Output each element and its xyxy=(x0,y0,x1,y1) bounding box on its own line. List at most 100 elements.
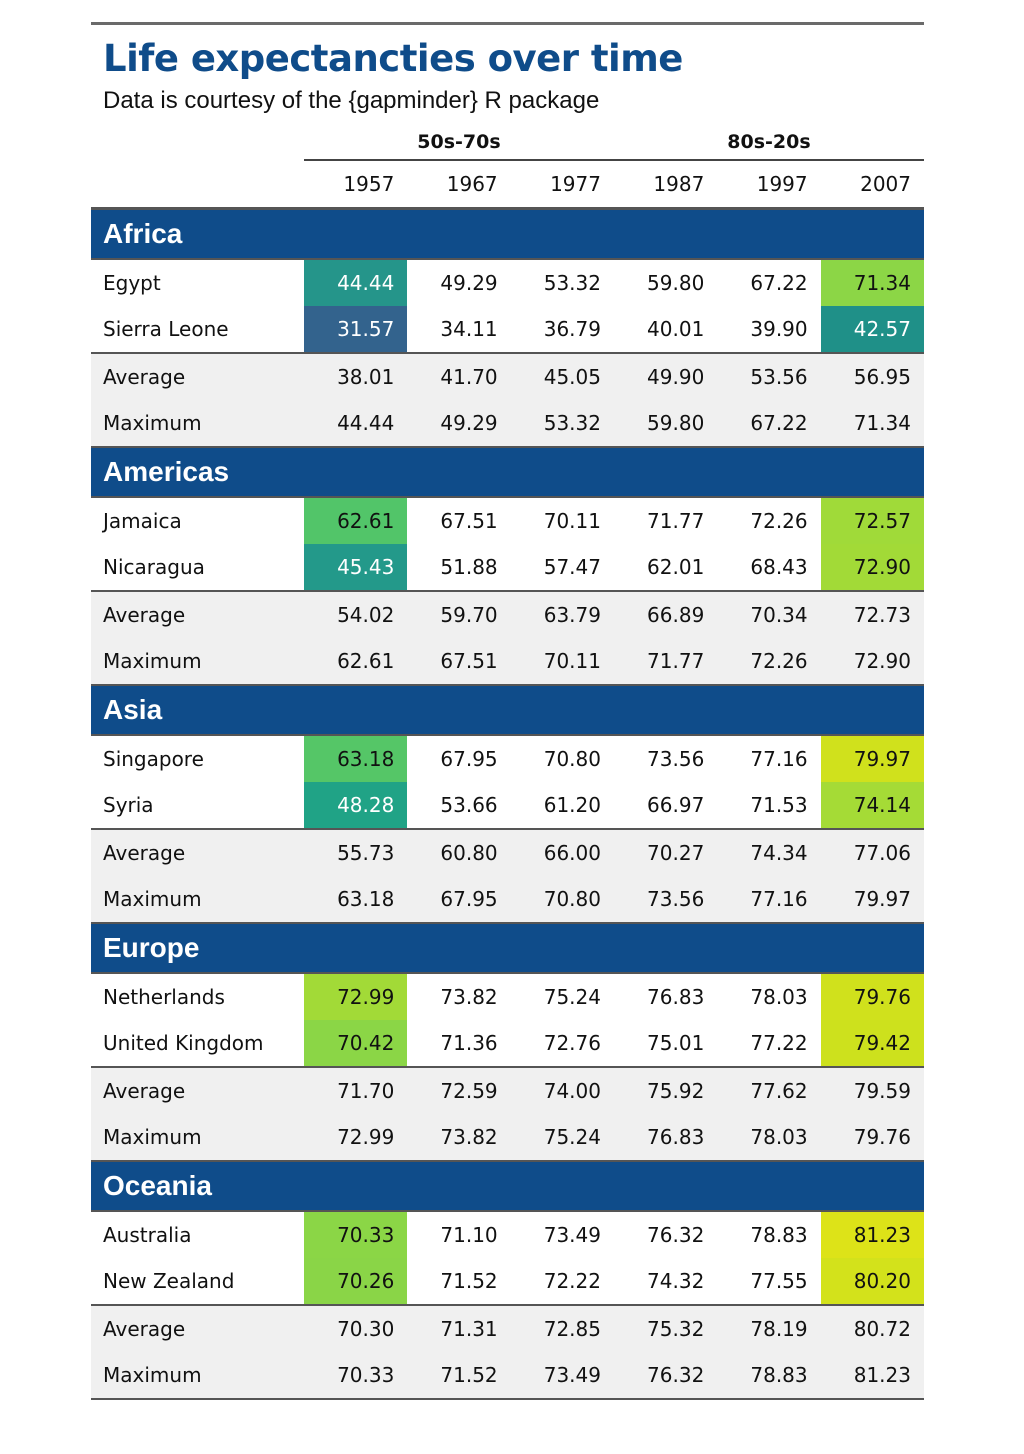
summary-value-cell: 75.92 xyxy=(613,1067,718,1114)
summary-value-cell: 70.34 xyxy=(717,591,821,638)
summary-label: Average xyxy=(91,829,304,876)
summary-value-cell: 67.95 xyxy=(407,876,511,924)
value-cell: 78.83 xyxy=(750,1223,808,1247)
value-cell: 72.57 xyxy=(820,497,924,544)
summary-value-cell: 71.31 xyxy=(407,1305,511,1352)
summary-value-cell: 71.34 xyxy=(820,400,924,448)
table-body: Africa Egypt 44.44 49.29 53.32 59.80 67.22 71.3… xyxy=(91,208,924,1400)
country-label: Syria xyxy=(91,782,304,830)
summary-value-cell: 44.44 xyxy=(304,400,408,448)
summary-value-cell: 67.22 xyxy=(717,400,821,448)
summary-label: Average xyxy=(91,1305,304,1352)
summary-label: Maximum xyxy=(91,876,304,924)
value-cell: 67.95 xyxy=(440,747,498,771)
summary-label: Maximum xyxy=(91,1114,304,1162)
summary-value-cell: 60.80 xyxy=(407,829,511,876)
value-cell: 68.43 xyxy=(717,544,821,592)
value-cell: 34.11 xyxy=(407,306,511,354)
summary-value-cell: 72.85 xyxy=(510,1305,614,1352)
table-row: New Zealand 70.26 71.52 72.22 74.32 77.55 80.2… xyxy=(91,1258,924,1306)
value-cell: 66.97 xyxy=(613,782,718,830)
summary-value-cell: 66.89 xyxy=(613,591,718,638)
summary-value-cell: 70.27 xyxy=(613,829,718,876)
summary-row-maximum: Maximum 62.61 67.51 70.11 71.77 72.26 72.90 xyxy=(91,638,924,686)
value-cell: 75.01 xyxy=(613,1020,718,1068)
summary-value-cell: 70.11 xyxy=(510,638,614,686)
value-cell: 72.22 xyxy=(510,1258,614,1306)
summary-value-cell: 56.95 xyxy=(820,353,924,400)
table-row: Jamaica 62.61 67.51 70.11 71.77 72.26 72.57 xyxy=(91,497,924,544)
stub-header xyxy=(91,160,304,210)
value-cell: 67.51 xyxy=(440,509,498,533)
summary-value-cell: 76.83 xyxy=(613,1114,718,1162)
value-cell: 72.99 xyxy=(304,973,408,1020)
summary-value-cell: 41.70 xyxy=(407,353,511,400)
summary-value-cell: 70.33 xyxy=(304,1352,408,1400)
value-cell: 79.97 xyxy=(820,735,924,782)
country-label: Jamaica xyxy=(103,509,182,533)
value-cell: 48.28 xyxy=(304,782,408,830)
summary-value-cell: 79.76 xyxy=(820,1114,924,1162)
summary-value-cell: 55.73 xyxy=(304,829,408,876)
value-cell: 36.79 xyxy=(510,306,614,354)
summary-value-cell: 70.80 xyxy=(510,876,614,924)
table-title: Life expectancties over time xyxy=(103,37,683,80)
summary-value-cell: 78.19 xyxy=(717,1305,821,1352)
value-cell: 72.76 xyxy=(510,1020,614,1068)
spanner-50s-70s: 50s-70s xyxy=(304,125,614,161)
summary-value-cell: 73.56 xyxy=(613,876,718,924)
summary-value-cell: 59.80 xyxy=(613,400,718,448)
summary-row-average: Average 54.02 59.70 63.79 66.89 70.34 72.73 xyxy=(91,591,924,638)
spanner-row: 50s-70s 80s-20s xyxy=(91,125,924,161)
value-cell: 77.55 xyxy=(717,1258,821,1306)
country-label: Australia xyxy=(103,1223,192,1247)
value-cell: 51.88 xyxy=(407,544,511,592)
group-label: Oceania xyxy=(91,1161,924,1212)
stub-spacer xyxy=(91,125,304,160)
table-row: Netherlands 72.99 73.82 75.24 76.83 78.03 79.7… xyxy=(91,973,924,1020)
value-cell: 71.77 xyxy=(647,509,705,533)
summary-value-cell: 71.52 xyxy=(407,1352,511,1400)
summary-value-cell: 75.32 xyxy=(613,1305,718,1352)
column-header: 2007 xyxy=(820,160,924,210)
value-cell: 77.22 xyxy=(717,1020,821,1068)
summary-value-cell: 63.79 xyxy=(510,591,614,638)
country-label: Nicaragua xyxy=(91,544,304,592)
summary-row-average: Average 38.01 41.70 45.05 49.90 53.56 56.95 xyxy=(91,353,924,400)
summary-label: Average xyxy=(91,1067,304,1114)
value-cell: 62.61 xyxy=(304,497,408,544)
value-cell: 81.23 xyxy=(820,1211,924,1258)
group-label: Africa xyxy=(91,208,924,260)
value-cell: 62.01 xyxy=(613,544,718,592)
summary-row-maximum: Maximum 44.44 49.29 53.32 59.80 67.22 71.34 xyxy=(91,400,924,448)
country-label: Singapore xyxy=(103,747,204,771)
summary-value-cell: 49.29 xyxy=(407,400,511,448)
value-cell: 63.18 xyxy=(304,735,408,782)
summary-value-cell: 78.83 xyxy=(717,1352,821,1400)
summary-value-cell: 66.00 xyxy=(510,829,614,876)
table-subtitle: Data is courtesy of the {gapminder} R pa… xyxy=(103,87,600,114)
summary-label: Average xyxy=(91,591,304,638)
column-header: 1957 xyxy=(304,160,408,210)
value-cell: 53.32 xyxy=(543,271,601,295)
value-cell: 73.82 xyxy=(440,985,498,1009)
summary-value-cell: 72.59 xyxy=(407,1067,511,1114)
group-row-oceania: Oceania xyxy=(91,1161,924,1212)
value-cell: 71.34 xyxy=(820,259,924,306)
value-cell: 42.57 xyxy=(820,306,924,354)
value-cell: 70.11 xyxy=(543,509,601,533)
summary-value-cell: 72.73 xyxy=(820,591,924,638)
summary-value-cell: 71.70 xyxy=(304,1067,408,1114)
value-cell: 79.76 xyxy=(820,973,924,1020)
summary-value-cell: 62.61 xyxy=(304,638,408,686)
value-cell: 61.20 xyxy=(510,782,614,830)
summary-value-cell: 73.49 xyxy=(510,1352,614,1400)
value-cell: 31.57 xyxy=(304,306,408,354)
summary-row-maximum: Maximum 72.99 73.82 75.24 76.83 78.03 79.76 xyxy=(91,1114,924,1162)
value-cell: 71.36 xyxy=(407,1020,511,1068)
value-cell: 72.26 xyxy=(750,509,808,533)
summary-value-cell: 59.70 xyxy=(407,591,511,638)
summary-row-average: Average 55.73 60.80 66.00 70.27 74.34 77.06 xyxy=(91,829,924,876)
summary-label: Maximum xyxy=(91,1352,304,1400)
summary-value-cell: 63.18 xyxy=(304,876,408,924)
